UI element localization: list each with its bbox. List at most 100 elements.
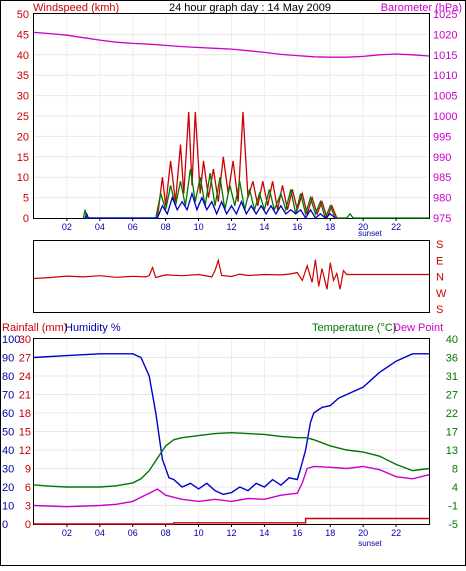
right-tick-label: 1020 xyxy=(433,29,457,41)
temperature-tick-label: 13 xyxy=(446,445,458,457)
top-left-ticks: 0 5 10 15 20 25 30 35 40 45 50 xyxy=(17,9,29,225)
x-tick-label: 18 xyxy=(325,222,335,232)
series-line xyxy=(33,31,430,58)
temperature-tick-label: 40 xyxy=(446,334,458,346)
rainfall-tick-label: 30 xyxy=(19,334,31,346)
humidity-tick-label: 0 xyxy=(2,519,8,531)
x-tick-label: 08 xyxy=(161,528,171,538)
x-tick-label: 16 xyxy=(292,528,302,538)
humidity-tick-label: 40 xyxy=(2,445,14,457)
top-right-axis-title: Barometer (hPa) xyxy=(381,2,462,14)
right-tick-label: 1005 xyxy=(433,91,457,103)
rainfall-tick-label: 9 xyxy=(25,464,31,476)
humidity-tick-label: 80 xyxy=(2,371,14,383)
series-line xyxy=(33,431,430,488)
humidity-tick-label: 60 xyxy=(2,408,14,420)
bottom-series xyxy=(33,353,430,525)
left-tick-label: 45 xyxy=(17,29,29,41)
temperature-tick-label: 31 xyxy=(446,371,458,383)
rainfall-tick-label: 21 xyxy=(19,390,31,402)
rainfall-tick-label: 24 xyxy=(19,371,31,383)
x-tick-label: 14 xyxy=(259,222,269,232)
x-tick-label: 20 xyxy=(358,528,368,538)
x-tick-label: 12 xyxy=(226,528,236,538)
top-x-ticks: 02 04 06 08 10 12 14 16 18 20 22 xyxy=(62,218,401,232)
temperature-axis-title: Temperature (°C) xyxy=(312,322,396,334)
left-tick-label: 35 xyxy=(17,70,29,82)
x-tick-label: 14 xyxy=(259,528,269,538)
x-tick-label: 08 xyxy=(161,222,171,232)
bottom-x-ticks: 02 04 06 08 10 12 14 16 18 20 22 xyxy=(62,524,401,538)
direction-label: S xyxy=(436,304,443,316)
series-line xyxy=(33,465,430,508)
rainfall-tick-label: 15 xyxy=(19,427,31,439)
x-tick-label: 02 xyxy=(62,528,72,538)
rainfall-tick-label: 12 xyxy=(19,445,31,457)
humidity-tick-label: 20 xyxy=(2,482,14,494)
left-tick-label: 0 xyxy=(23,213,29,225)
right-tick-label: 1025 xyxy=(433,9,457,21)
direction-label: S xyxy=(436,239,443,251)
rainfall-tick-label: 27 xyxy=(19,353,31,365)
rainfall-tick-label: 6 xyxy=(25,482,31,494)
humidity-tick-label: 100 xyxy=(2,334,20,346)
temperature-tick-label: 22 xyxy=(446,408,458,420)
x-tick-label: 06 xyxy=(128,222,138,232)
direction-series xyxy=(33,257,429,290)
x-tick-label: 18 xyxy=(325,528,335,538)
left-tick-label: 40 xyxy=(17,50,29,62)
direction-label: E xyxy=(436,255,443,267)
series-line xyxy=(84,191,336,220)
temperature-tick-label: 8 xyxy=(452,464,458,476)
direction-label: W xyxy=(436,288,447,300)
temperature-tick-label: 36 xyxy=(446,353,458,365)
right-tick-label: 975 xyxy=(433,213,451,225)
top-right-ticks: 975 980 985 990 995 1000 1005 1010 1015 1020 1025 xyxy=(433,9,457,225)
x-tick-label: 16 xyxy=(292,222,302,232)
x-tick-label: 06 xyxy=(128,528,138,538)
rainfall-tick-label: 0 xyxy=(25,519,31,531)
right-tick-label: 985 xyxy=(433,172,451,184)
series-line xyxy=(34,517,429,525)
temperature-tick-label: 4 xyxy=(452,482,458,494)
right-tick-label: 1000 xyxy=(433,111,457,123)
right-tick-label: 1010 xyxy=(433,70,457,82)
rainfall-axis-title: Rainfall (mm) xyxy=(2,322,67,334)
series-line xyxy=(156,111,338,220)
rainfall-tick-label: 18 xyxy=(19,408,31,420)
top-left-axis-title: Windspeed (kmh) xyxy=(33,2,119,14)
series-line xyxy=(33,353,429,496)
right-tick-label: 1015 xyxy=(433,50,457,62)
humidity-tick-label: 10 xyxy=(2,501,14,513)
left-tick-label: 15 xyxy=(17,152,29,164)
left-tick-label: 25 xyxy=(17,111,29,123)
left-tick-label: 20 xyxy=(17,131,29,143)
graph-title: 24 hour graph day : 14 May 2009 xyxy=(169,2,331,14)
temperature-tick-label: -5 xyxy=(448,519,458,531)
humidity-tick-label: 30 xyxy=(2,464,14,476)
humidity-tick-label: 90 xyxy=(2,353,14,365)
bottom-sunset-label: sunset xyxy=(358,539,382,548)
dew-point-axis-title: Dew Point xyxy=(393,322,443,334)
right-tick-label: 990 xyxy=(433,152,451,164)
rainfall-tick-label: 3 xyxy=(25,501,31,513)
left-tick-label: 50 xyxy=(17,9,29,21)
humidity-tick-label: 70 xyxy=(2,390,14,402)
direction-label: N xyxy=(436,272,444,284)
series-line xyxy=(82,168,429,220)
humidity-axis-title: Humidity % xyxy=(65,322,121,334)
top-sunset-label: sunset xyxy=(358,229,382,238)
x-tick-label: 02 xyxy=(62,222,72,232)
direction-line xyxy=(33,257,429,290)
bottom-right-ticks: -5 -1 4 8 13 17 22 27 31 36 40 xyxy=(446,334,458,531)
left-tick-label: 5 xyxy=(23,193,29,205)
temperature-tick-label: -1 xyxy=(448,501,458,513)
x-tick-label: 20 xyxy=(358,222,368,232)
x-tick-label: 04 xyxy=(95,528,105,538)
right-tick-label: 995 xyxy=(433,131,451,143)
x-tick-label: 10 xyxy=(194,528,204,538)
top-grid xyxy=(34,14,429,218)
